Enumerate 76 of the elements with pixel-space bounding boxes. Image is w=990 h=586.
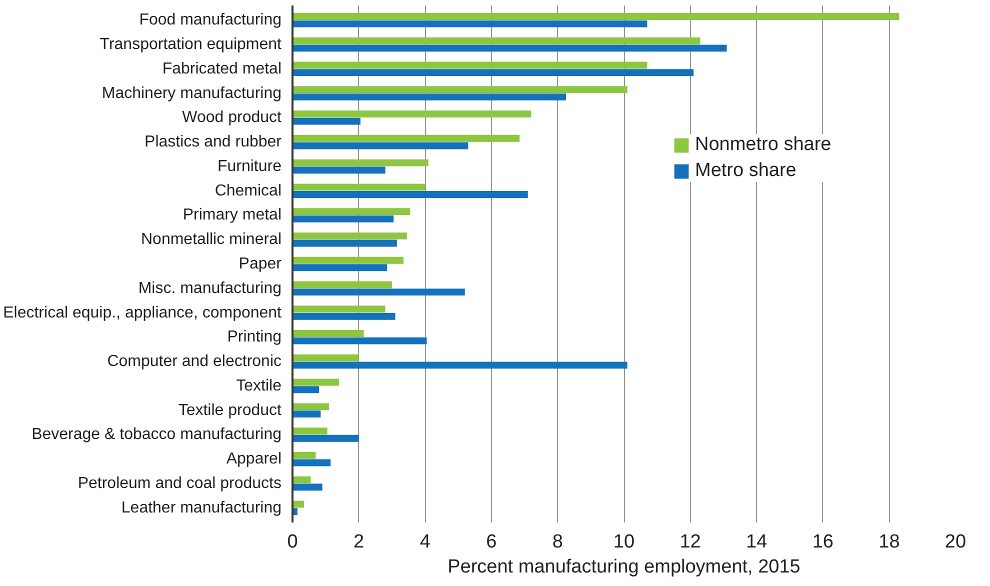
x-tick-label: 8 xyxy=(552,532,563,552)
x-tick-label: 6 xyxy=(486,532,497,552)
bar xyxy=(292,403,329,410)
bar xyxy=(292,434,359,442)
y-tick-label: Plastics and rubber xyxy=(144,134,282,151)
y-tick-label: Computer and electronic xyxy=(107,353,282,370)
bar xyxy=(292,500,304,508)
bar xyxy=(292,20,648,28)
bar xyxy=(292,484,322,491)
bar xyxy=(292,69,694,76)
bar xyxy=(292,93,566,100)
bar xyxy=(292,232,407,240)
x-tick-label: 0 xyxy=(287,532,298,552)
bar xyxy=(292,184,426,191)
y-tick-label: Electrical equip., appliance, component xyxy=(3,304,282,322)
bar xyxy=(292,215,394,222)
bar xyxy=(292,362,628,369)
x-tick-label: 12 xyxy=(680,532,701,552)
x-tick-label: 18 xyxy=(878,532,900,552)
y-tick-label: Beverage & tobacco manufacturing xyxy=(32,426,282,444)
y-tick-label: Primary metal xyxy=(182,206,282,224)
y-tick-label: Printing xyxy=(227,328,282,346)
x-tick-label: 2 xyxy=(354,532,364,552)
x-axis-title: Percent manufacturing employment, 2015 xyxy=(448,556,800,578)
bar xyxy=(292,386,320,394)
y-tick-label: Paper xyxy=(238,256,282,272)
y-tick-label: Food manufacturing xyxy=(139,12,282,29)
bar xyxy=(292,476,311,484)
x-tick-label: 14 xyxy=(746,532,768,552)
y-tick-label: Misc. manufacturing xyxy=(138,280,282,297)
bar xyxy=(292,264,387,272)
bar xyxy=(292,330,364,337)
bar xyxy=(292,86,628,94)
bar xyxy=(292,312,396,320)
bar xyxy=(292,288,465,296)
y-tick-label: Petroleum and coal products xyxy=(78,474,282,492)
y-tick-label: Leather manufacturing xyxy=(121,499,282,516)
y-tick-label: Wood product xyxy=(182,109,282,126)
bar xyxy=(292,410,321,418)
bar xyxy=(292,134,520,142)
y-tick-label: Machinery manufacturing xyxy=(102,84,282,102)
x-tick-label: 16 xyxy=(812,532,834,552)
bar xyxy=(292,281,392,288)
bar xyxy=(292,62,648,69)
y-tick-label: Fabricated metal xyxy=(162,60,282,78)
bar xyxy=(292,159,428,166)
bar xyxy=(292,37,700,44)
y-tick-label: Apparel xyxy=(226,450,282,468)
y-tick-label: Textile product xyxy=(178,402,282,419)
x-tick-label: 20 xyxy=(944,532,966,552)
y-tick-label: Furniture xyxy=(217,158,282,175)
bar xyxy=(292,44,727,52)
bar xyxy=(292,110,532,118)
bar xyxy=(292,428,328,435)
bar xyxy=(292,459,331,466)
bar xyxy=(292,256,404,264)
bar xyxy=(292,337,427,344)
y-tick-label: Chemical xyxy=(214,182,282,200)
x-tick-label: 4 xyxy=(420,532,431,552)
bar xyxy=(292,191,528,198)
x-tick-label: 10 xyxy=(613,532,635,552)
bar xyxy=(292,378,339,386)
y-tick-label: Transportation equipment xyxy=(100,36,282,54)
y-tick-label: Textile xyxy=(236,377,282,394)
bar xyxy=(292,354,359,362)
bar xyxy=(292,166,386,174)
bar xyxy=(292,13,900,20)
bar xyxy=(292,142,468,150)
y-tick-label: Nonmetallic mineral xyxy=(141,231,282,248)
bar xyxy=(292,240,397,247)
bar xyxy=(292,306,386,313)
bar xyxy=(292,452,316,459)
bar xyxy=(292,208,410,216)
legend-label: Nonmetro share xyxy=(695,134,832,156)
bar xyxy=(292,118,360,125)
legend-label: Metro share xyxy=(695,160,796,182)
